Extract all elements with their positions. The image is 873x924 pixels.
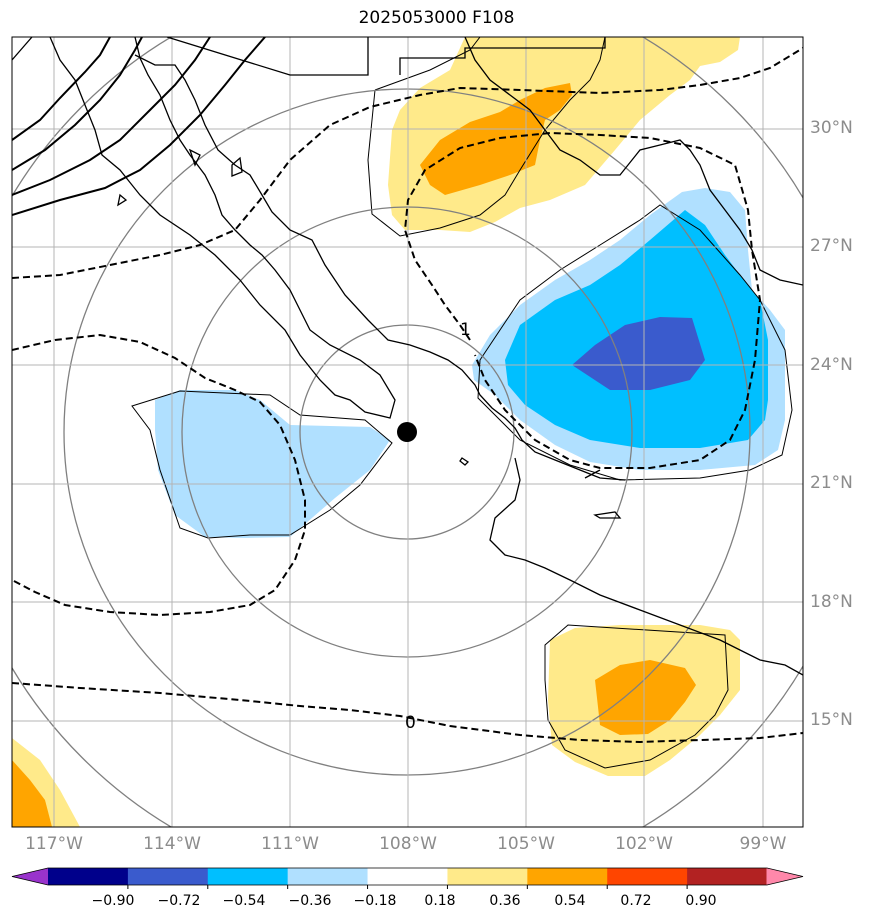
lon-label-99w: 99°W [739,834,787,854]
lat-label-27n: 27°N [810,236,853,256]
lon-label-102w: 102°W [615,834,673,854]
contour-label-0: 0 [405,713,416,733]
coastlines [12,37,803,676]
colorbar-tick: −0.36 [288,893,332,909]
colorbar [11,867,804,889]
graticule [12,37,803,827]
shade-corner-sw-core [12,760,52,827]
colorbar-tick: −0.18 [353,893,397,909]
lon-label-111w: 111°W [261,834,319,854]
lon-label-114w: 114°W [143,834,201,854]
colorbar-segment [447,868,528,885]
colorbar-segment [12,868,49,885]
colorbar-segment [367,868,448,885]
colorbar-segment [607,868,688,885]
lon-label-108w: 108°W [379,834,437,854]
lat-label-18n: 18°N [810,592,853,612]
colorbar-tick: −0.54 [222,893,266,909]
colorbar-segment [527,868,608,885]
colorbar-tick: −0.72 [157,893,201,909]
shade-negative-east-core [572,317,705,390]
colorbar-segment [287,868,369,885]
storm-center-marker [397,422,417,442]
dashed-contours [12,47,803,744]
map-content [12,37,803,827]
lon-label-105w: 105°W [497,834,555,854]
colorbar-tick: 0.36 [489,893,521,909]
map-title: 2025053000 F108 [358,8,515,28]
contour-label-1: 1 [460,320,471,340]
colorbar-segment [687,868,768,885]
shade-negative-west [155,390,390,538]
colorbar-tick: 0.54 [554,893,586,909]
lat-label-15n: 15°N [810,710,853,730]
map-frame [11,36,804,828]
colorbar-segment [207,868,289,885]
shade-outlines [131,37,793,769]
colorbar-segment [766,868,803,885]
colorbar-tick: −0.90 [91,893,135,909]
lat-label-30n: 30°N [810,118,853,138]
shade-positive-north-core [420,83,572,195]
range-rings [12,37,803,827]
lat-label-24n: 24°N [810,355,853,375]
solid-contours [12,37,266,216]
colorbar-outline [11,867,804,886]
colorbar-tick: 0.72 [620,893,652,909]
shade-positive-south-core [595,660,696,735]
colorbar-segment [48,868,129,885]
shaded-fields [12,37,785,827]
lon-label-117w: 117°W [25,834,83,854]
lat-label-21n: 21°N [810,473,853,493]
colorbar-segment [127,868,209,885]
colorbar-tick: 0.18 [424,893,456,909]
colorbar-tick: 0.90 [685,893,717,909]
